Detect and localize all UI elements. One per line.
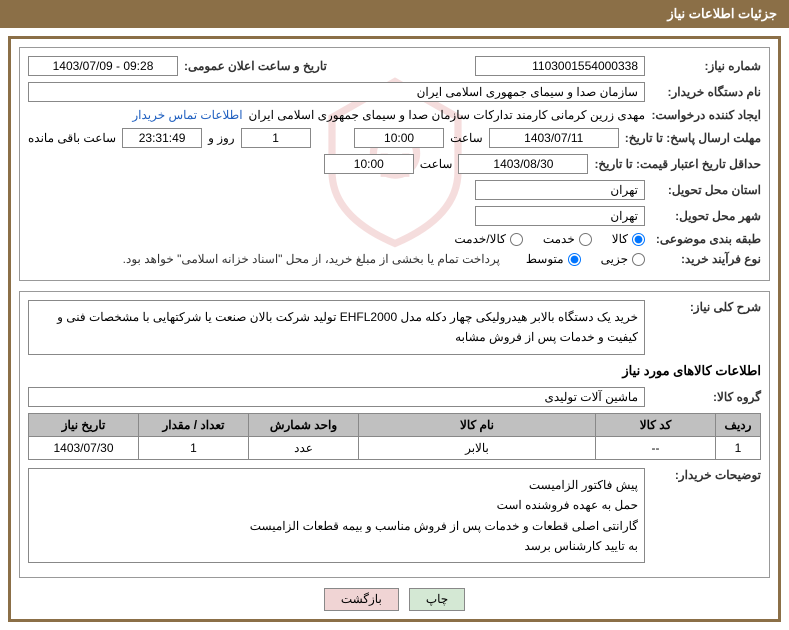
cat-service-label: خدمت — [543, 232, 575, 246]
time-label-1: ساعت — [450, 131, 483, 145]
response-date-value: 1403/07/11 — [489, 128, 619, 148]
cell-unit: عدد — [249, 436, 359, 459]
main-container: شماره نیاز: 1103001554000338 تاریخ و ساع… — [8, 36, 781, 622]
page-title: جزئیات اطلاعات نیاز — [667, 6, 777, 21]
table-header-row: ردیف کد کالا نام کالا واحد شمارش تعداد /… — [29, 413, 761, 436]
proc-small-radio[interactable] — [632, 253, 645, 266]
days-value: 1 — [241, 128, 311, 148]
table-row: 1--بالابرعدد11403/07/30 — [29, 436, 761, 459]
page-header: جزئیات اطلاعات نیاز — [0, 0, 789, 28]
response-deadline-label: مهلت ارسال پاسخ: تا تاریخ: — [625, 131, 761, 145]
payment-note: پرداخت تمام یا بخشی از مبلغ خرید، از محل… — [123, 252, 500, 266]
group-label: گروه کالا: — [651, 390, 761, 404]
items-section-title: اطلاعات کالاهای مورد نیاز — [28, 363, 761, 379]
need-number-value: 1103001554000338 — [475, 56, 645, 76]
cat-service-radio[interactable] — [579, 233, 592, 246]
buyer-note-line: پیش فاکتور الزامیست — [35, 475, 638, 495]
buyer-note-line: حمل به عهده فروشنده است — [35, 495, 638, 515]
remaining-label: ساعت باقی مانده — [28, 131, 116, 145]
back-button[interactable]: بازگشت — [324, 588, 399, 611]
time-label-2: ساعت — [420, 157, 453, 171]
need-number-label: شماره نیاز: — [651, 59, 761, 73]
info-section: شماره نیاز: 1103001554000338 تاریخ و ساع… — [19, 47, 770, 281]
buyer-notes-label: توضیحات خریدار: — [651, 468, 761, 482]
summary-value: خرید یک دستگاه بالابر هیدرولیکی چهار دکل… — [28, 300, 645, 355]
process-radio-group: جزیی متوسط — [526, 252, 645, 266]
cat-goods-label: کالا — [612, 232, 628, 246]
validity-time-value: 10:00 — [324, 154, 414, 174]
countdown-value: 23:31:49 — [122, 128, 202, 148]
print-button[interactable]: چاپ — [409, 588, 465, 611]
button-row: چاپ بازگشت — [19, 588, 770, 611]
proc-medium-label: متوسط — [526, 252, 564, 266]
proc-small-label: جزیی — [601, 252, 628, 266]
buyer-notes-box: پیش فاکتور الزامیستحمل به عهده فروشنده ا… — [28, 468, 645, 564]
days-and-label: روز و — [208, 131, 235, 145]
province-value: تهران — [475, 180, 645, 200]
th-date: تاریخ نیاز — [29, 413, 139, 436]
buyer-note-line: گارانتی اصلی قطعات و خدمات پس از فروش من… — [35, 516, 638, 536]
th-row: ردیف — [716, 413, 761, 436]
items-table: ردیف کد کالا نام کالا واحد شمارش تعداد /… — [28, 413, 761, 460]
announce-date-value: 1403/07/09 - 09:28 — [28, 56, 178, 76]
category-radio-group: کالا خدمت کالا/خدمت — [454, 232, 645, 246]
city-label: شهر محل تحویل: — [651, 209, 761, 223]
th-qty: تعداد / مقدار — [139, 413, 249, 436]
th-unit: واحد شمارش — [249, 413, 359, 436]
proc-medium-radio[interactable] — [568, 253, 581, 266]
validity-label: حداقل تاریخ اعتبار قیمت: تا تاریخ: — [594, 157, 761, 171]
cat-both-option[interactable]: کالا/خدمت — [454, 232, 522, 246]
response-time-value: 10:00 — [354, 128, 444, 148]
buyer-org-label: نام دستگاه خریدار: — [651, 85, 761, 99]
validity-date-value: 1403/08/30 — [458, 154, 588, 174]
contact-buyer-link[interactable]: اطلاعات تماس خریدار — [132, 108, 242, 122]
cat-goods-option[interactable]: کالا — [612, 232, 645, 246]
cat-service-option[interactable]: خدمت — [543, 232, 592, 246]
process-label: نوع فرآیند خرید: — [651, 252, 761, 266]
requester-value: مهدی زرین کرمانی کارمند تدارکات سازمان ص… — [249, 108, 645, 122]
th-name: نام کالا — [359, 413, 596, 436]
proc-small-option[interactable]: جزیی — [601, 252, 645, 266]
category-label: طبقه بندی موضوعی: — [651, 232, 761, 246]
cat-both-radio[interactable] — [510, 233, 523, 246]
cell-date: 1403/07/30 — [29, 436, 139, 459]
announce-date-label: تاریخ و ساعت اعلان عمومی: — [184, 59, 327, 73]
city-value: تهران — [475, 206, 645, 226]
cell-row: 1 — [716, 436, 761, 459]
buyer-org-value: سازمان صدا و سیمای جمهوری اسلامی ایران — [28, 82, 645, 102]
cell-qty: 1 — [139, 436, 249, 459]
cell-name: بالابر — [359, 436, 596, 459]
details-section: شرح کلی نیاز: خرید یک دستگاه بالابر هیدر… — [19, 291, 770, 578]
summary-label: شرح کلی نیاز: — [651, 300, 761, 314]
proc-medium-option[interactable]: متوسط — [526, 252, 581, 266]
th-code: کد کالا — [596, 413, 716, 436]
group-value: ماشین آلات تولیدی — [28, 387, 645, 407]
cat-both-label: کالا/خدمت — [454, 232, 505, 246]
cell-code: -- — [596, 436, 716, 459]
province-label: استان محل تحویل: — [651, 183, 761, 197]
buyer-note-line: به تایید کارشناس برسد — [35, 536, 638, 556]
requester-label: ایجاد کننده درخواست: — [651, 108, 761, 122]
cat-goods-radio[interactable] — [632, 233, 645, 246]
